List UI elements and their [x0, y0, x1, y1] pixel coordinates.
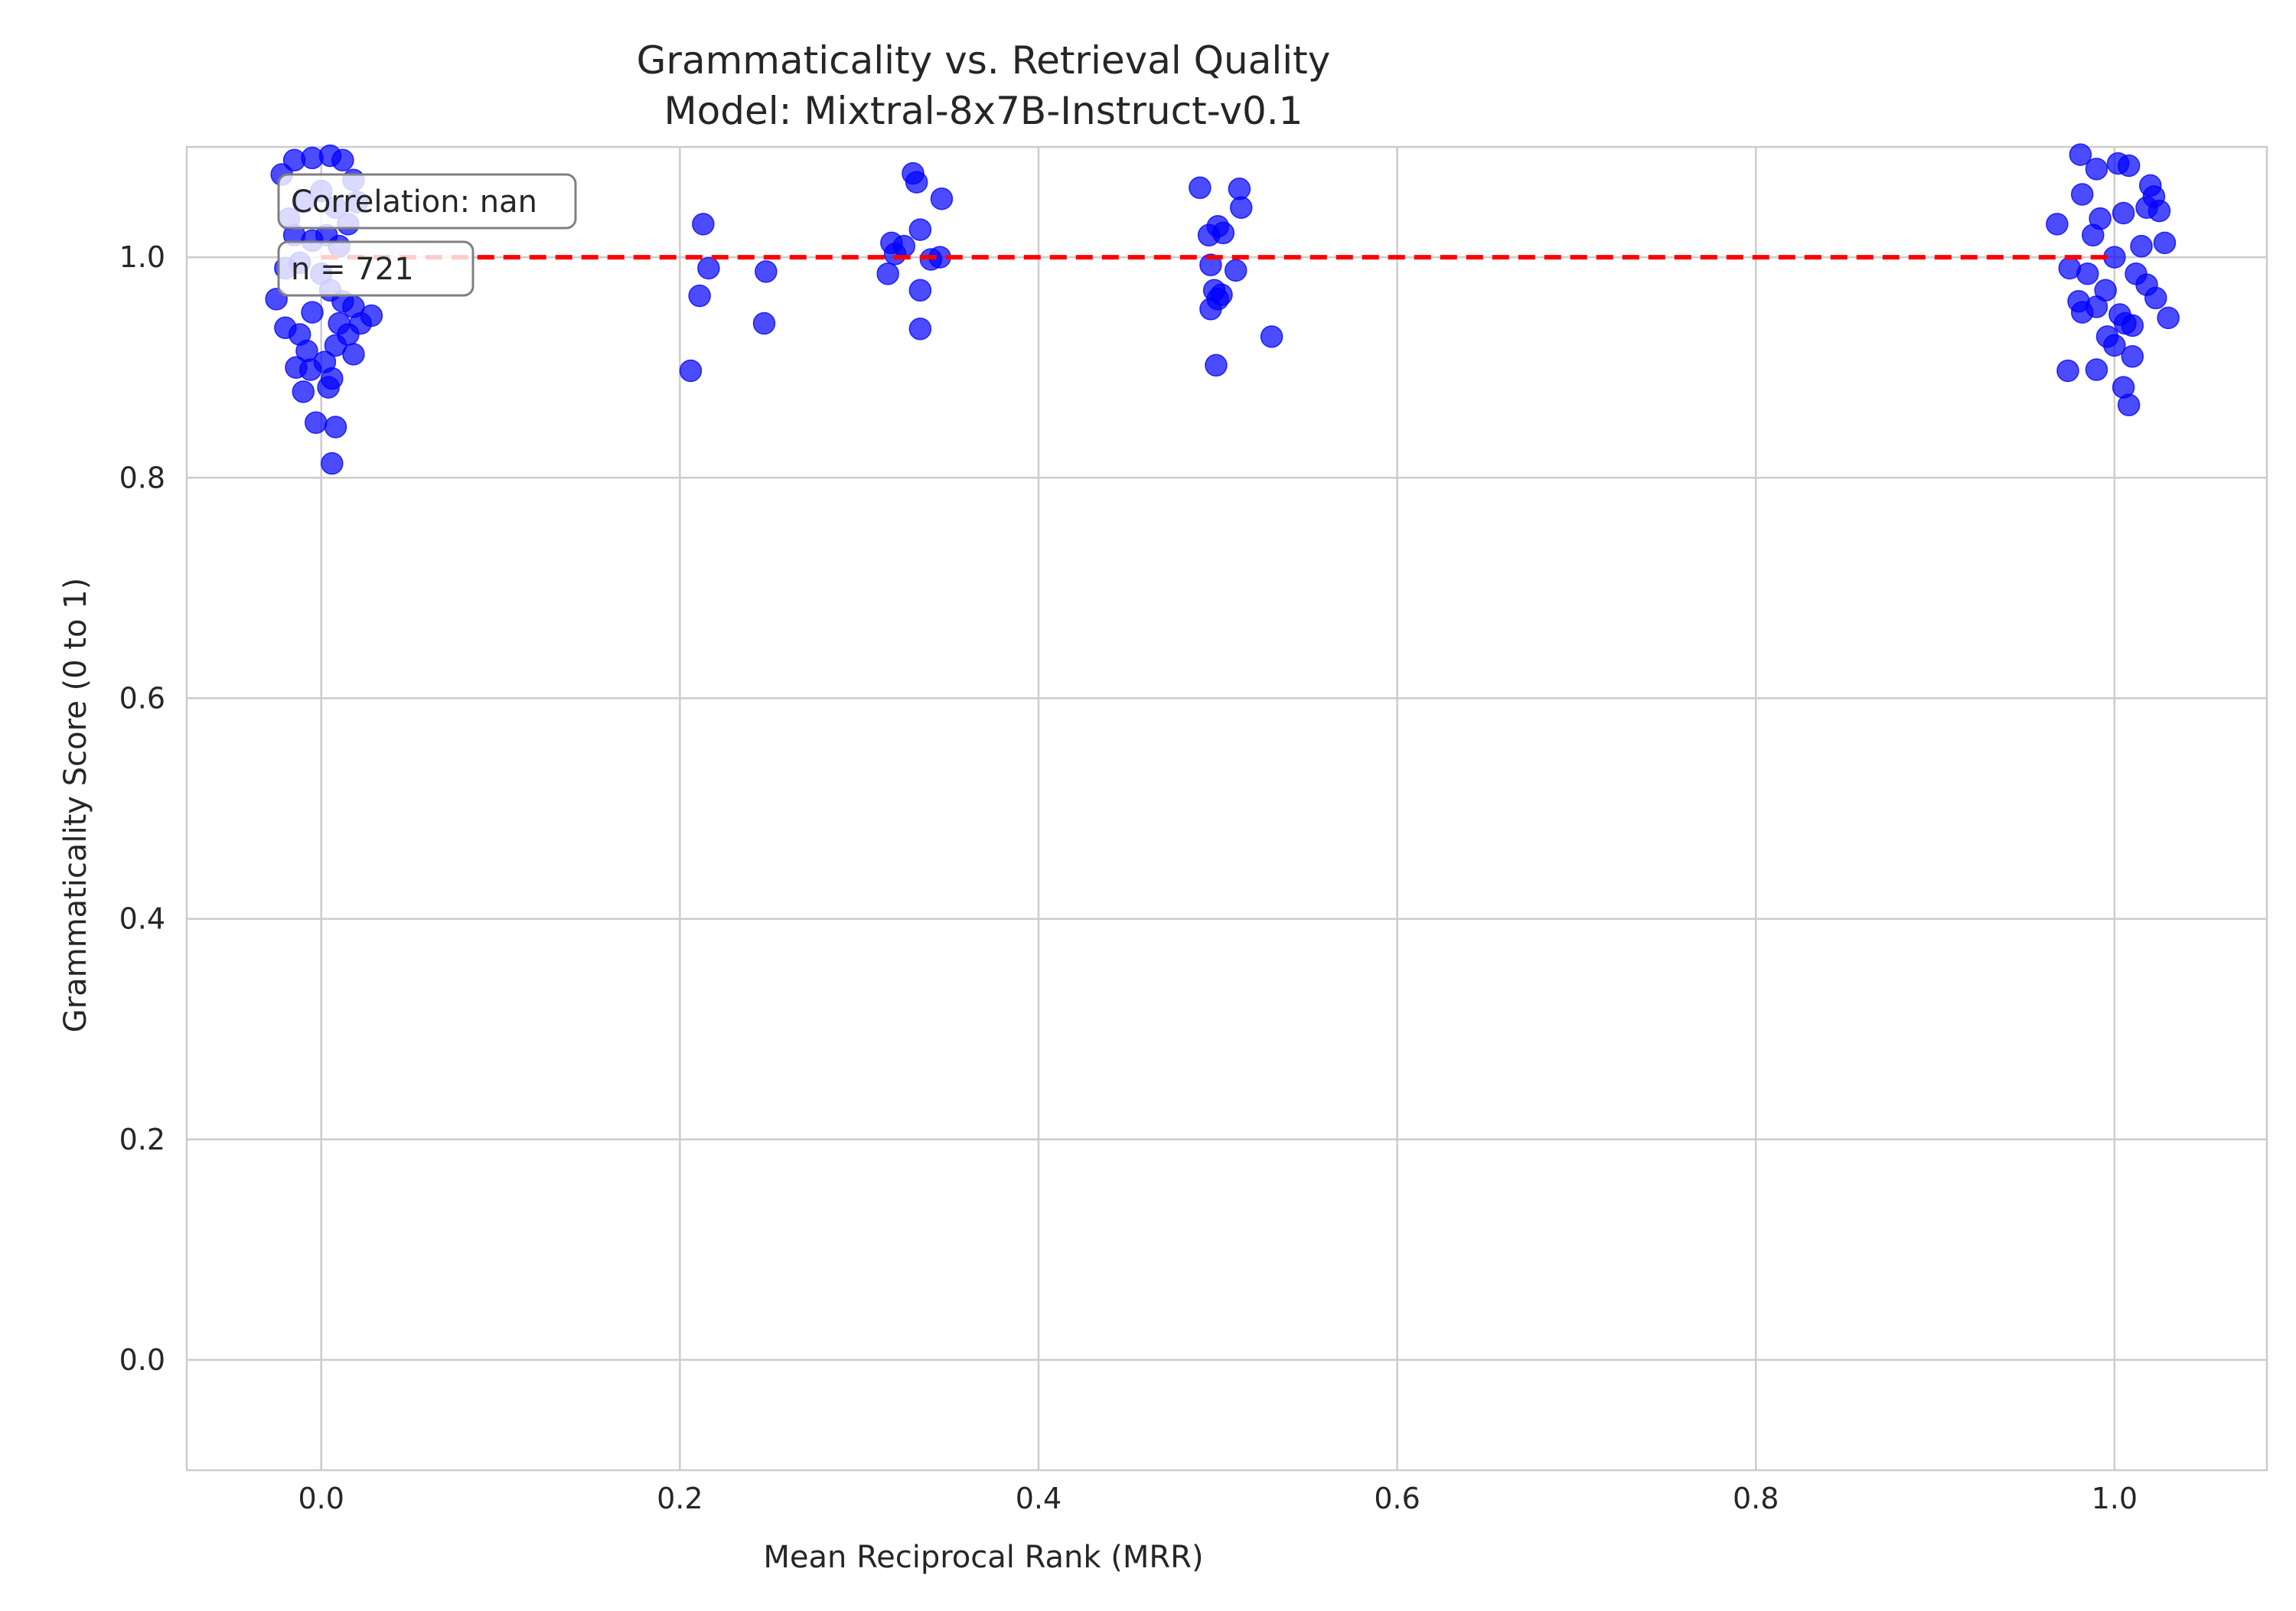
x-tick-labels: 0.0 0.2 0.4 0.6 0.8 1.0 [298, 1482, 2138, 1515]
data-point [1197, 223, 1221, 247]
y-tick-label: 0.6 [119, 681, 165, 715]
data-point [2069, 143, 2092, 166]
data-point [2085, 158, 2108, 181]
correlation-box [277, 173, 577, 230]
sample-size-text: n = 721 [291, 252, 414, 287]
data-point [324, 334, 347, 357]
data-point [679, 359, 703, 383]
data-point [1199, 298, 1222, 321]
data-point [1260, 325, 1283, 348]
grid [187, 147, 2267, 1470]
data-point [304, 411, 328, 434]
plot-frame [185, 145, 2268, 1472]
data-point [2130, 234, 2153, 258]
data-point [697, 256, 720, 280]
sample-size-box [277, 240, 475, 297]
data-point [692, 213, 715, 236]
data-point [908, 279, 932, 302]
sample-size-annotation: n = 721 [277, 240, 475, 297]
data-point [1229, 196, 1253, 219]
data-point [1224, 259, 1247, 282]
data-point [908, 218, 932, 241]
data-point [2081, 223, 2105, 247]
chart-subtitle: Model: Mixtral-8x7B-Instruct-v0.1 [664, 89, 1303, 133]
chart-title: Grammaticality vs. Retrieval Quality [637, 38, 1331, 83]
x-tick-label: 0.2 [657, 1482, 703, 1515]
data-point [905, 171, 928, 194]
data-point [2135, 196, 2158, 219]
data-point [2117, 154, 2141, 178]
data-point [2144, 286, 2167, 310]
x-tick-label: 0.6 [1374, 1482, 1420, 1515]
data-point [2157, 306, 2180, 330]
data-point [2076, 262, 2099, 285]
y-tick-label: 0.4 [119, 902, 165, 936]
data-point [2121, 345, 2144, 368]
data-point [755, 260, 778, 283]
data-point [1199, 253, 1222, 276]
y-tick-label: 0.2 [119, 1123, 165, 1156]
data-point [360, 304, 383, 328]
x-tick-label: 0.4 [1016, 1482, 1062, 1515]
data-point [876, 262, 899, 285]
data-point [298, 358, 322, 381]
data-point [908, 317, 932, 341]
x-tick-label: 1.0 [2092, 1482, 2138, 1515]
data-point [288, 323, 311, 346]
x-tick-label: 0.0 [298, 1482, 344, 1515]
data-point [2046, 213, 2069, 236]
data-point [2070, 301, 2094, 324]
x-axis-label: Mean Reciprocal Rank (MRR) [763, 1540, 1203, 1575]
data-point [321, 367, 344, 390]
data-point [2112, 201, 2135, 225]
data-point [2085, 358, 2108, 381]
y-tick-label: 1.0 [119, 240, 165, 274]
data-point [752, 311, 776, 335]
data-point [328, 311, 351, 335]
y-tick-label: 0.8 [119, 461, 165, 494]
data-point [2070, 183, 2094, 206]
x-tick-label: 0.8 [1733, 1482, 1779, 1515]
correlation-annotation: Correlation: nan [277, 173, 577, 230]
data-point [301, 301, 324, 324]
data-point [2103, 334, 2126, 357]
data-point [2117, 393, 2141, 416]
data-point [1189, 176, 1212, 200]
data-point [883, 243, 907, 266]
data-point [688, 284, 711, 308]
data-point [324, 416, 347, 439]
y-tick-labels: 0.0 0.2 0.4 0.6 0.8 1.0 [119, 240, 165, 1377]
data-point [930, 187, 954, 210]
data-point [2153, 231, 2177, 255]
data-point [292, 380, 315, 403]
data-point [1205, 354, 1228, 377]
y-axis-label: Grammaticality Score (0 to 1) [58, 578, 93, 1032]
correlation-text: Correlation: nan [291, 184, 537, 220]
y-tick-label: 0.0 [119, 1343, 165, 1377]
data-point [321, 452, 344, 475]
data-point [1228, 178, 1251, 201]
data-point [331, 148, 354, 172]
data-point [2121, 314, 2144, 338]
data-point [2056, 359, 2079, 383]
data-point [342, 343, 365, 366]
